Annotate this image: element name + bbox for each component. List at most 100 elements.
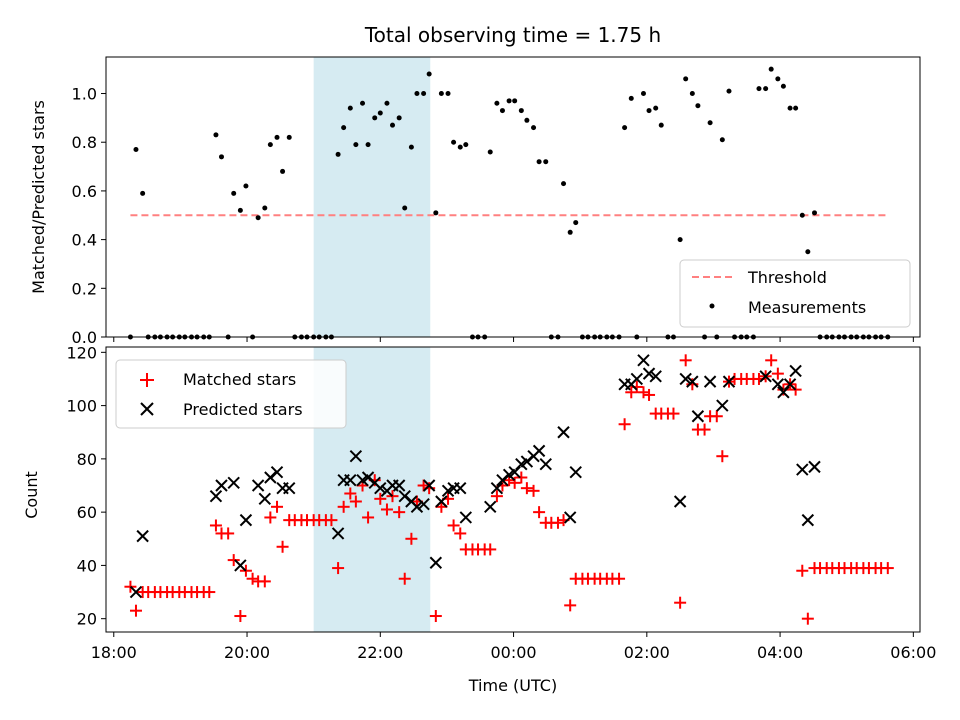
measurement-point bbox=[384, 100, 390, 106]
measurement-point bbox=[683, 76, 689, 82]
measurement-point bbox=[628, 95, 634, 101]
matched-star-point bbox=[447, 519, 460, 532]
matched-star-point bbox=[679, 354, 692, 367]
matched-star-point bbox=[222, 527, 235, 540]
measurement-point bbox=[262, 205, 268, 211]
measurement-point bbox=[218, 154, 224, 160]
matched-star-point bbox=[203, 586, 216, 599]
predicted-star-point bbox=[539, 457, 552, 471]
matched-star-point bbox=[209, 519, 222, 532]
measurement-point bbox=[133, 147, 139, 153]
measurement-point bbox=[756, 86, 762, 92]
measurements-legend-swatch bbox=[709, 303, 715, 309]
measurement-point bbox=[573, 220, 579, 226]
matched-star-point bbox=[484, 543, 497, 556]
measurement-point bbox=[372, 115, 378, 121]
measurement-point bbox=[695, 103, 701, 109]
predicted-star-point bbox=[331, 527, 345, 540]
matched-star-point bbox=[698, 423, 711, 436]
top-legend: Threshold Measurements bbox=[679, 259, 911, 328]
predicted-star-point bbox=[796, 463, 809, 476]
matched-star-point bbox=[490, 490, 503, 503]
x-tick-label: 20:00 bbox=[224, 643, 270, 662]
measurement-point bbox=[805, 249, 811, 255]
predicted-star-point bbox=[808, 460, 821, 474]
matched-star-point bbox=[380, 503, 393, 516]
predicted-star-point bbox=[349, 449, 363, 463]
measurement-point bbox=[347, 105, 353, 111]
top-axes-frame bbox=[105, 56, 921, 338]
matched-star-point bbox=[398, 572, 411, 585]
measurement-point bbox=[140, 190, 146, 196]
matched-star-point bbox=[362, 511, 375, 524]
measurement-point bbox=[213, 132, 219, 138]
y-tick-label: 120 bbox=[66, 343, 97, 362]
predicted-legend-swatch bbox=[140, 402, 154, 416]
x-tick-label: 22:00 bbox=[357, 643, 403, 662]
matched-star-point bbox=[625, 386, 638, 399]
top-title: Total observing time = 1.75 h bbox=[364, 23, 661, 47]
measurement-point bbox=[433, 210, 439, 216]
measurement-point bbox=[438, 91, 444, 97]
measurement-point bbox=[793, 105, 799, 111]
matched-star-point bbox=[454, 527, 467, 540]
predicted-star-point bbox=[722, 375, 736, 388]
predicted-star-point bbox=[258, 492, 272, 506]
matched-legend-label: Matched stars bbox=[183, 370, 296, 389]
measurement-point bbox=[561, 181, 567, 187]
bottom-panel: Count Time (UTC) 20 40 60 80 100 120 18:00 20:… bbox=[22, 343, 936, 695]
measurement-point bbox=[518, 108, 524, 114]
measurements-legend-label: Measurements bbox=[748, 298, 866, 317]
measurement-point bbox=[341, 125, 347, 131]
bottom-ylabel: Count bbox=[22, 471, 41, 519]
y-tick-label: 100 bbox=[66, 397, 97, 416]
top-highlight-window bbox=[313, 57, 431, 337]
matched-star-point bbox=[527, 484, 540, 497]
predicted-star-point bbox=[686, 375, 699, 388]
predicted-star-point bbox=[649, 370, 662, 383]
measurement-point bbox=[335, 151, 341, 157]
matched-star-point bbox=[227, 554, 240, 567]
predicted-star-point bbox=[771, 378, 785, 391]
predicted-star-point bbox=[129, 585, 143, 599]
matched-star-point bbox=[417, 479, 430, 492]
matched-star-point bbox=[716, 450, 729, 463]
matched-star-point bbox=[129, 604, 142, 617]
x-tick-label: 06:00 bbox=[890, 643, 936, 662]
predicted-star-point bbox=[410, 500, 424, 514]
predicted-star-point bbox=[251, 479, 265, 492]
matched-star-point bbox=[374, 492, 387, 505]
matched-legend-swatch bbox=[140, 373, 154, 387]
y-tick-label: 0.6 bbox=[72, 182, 97, 201]
matched-star-point bbox=[710, 410, 723, 423]
matched-star-point bbox=[881, 562, 894, 575]
measurement-point bbox=[396, 115, 402, 121]
measurement-point bbox=[267, 142, 273, 148]
matched-star-point bbox=[271, 500, 284, 513]
measurement-point bbox=[237, 207, 243, 213]
top-x-ticks bbox=[113, 337, 914, 342]
measurement-point bbox=[787, 105, 793, 111]
measurement-point bbox=[512, 98, 518, 104]
matched-star-point bbox=[276, 540, 289, 553]
measurement-point bbox=[365, 142, 371, 148]
matched-star-point bbox=[515, 471, 528, 484]
measurement-point bbox=[763, 86, 769, 92]
y-tick-label: 0.4 bbox=[72, 231, 97, 250]
predicted-star-point bbox=[630, 372, 644, 386]
measurement-point bbox=[243, 183, 249, 189]
measurement-point bbox=[768, 66, 774, 72]
measurement-point bbox=[494, 100, 500, 106]
predicted-star-point bbox=[422, 479, 436, 492]
predicted-star-point bbox=[454, 481, 467, 495]
y-tick-label: 40 bbox=[77, 556, 97, 575]
measurement-point bbox=[719, 137, 725, 143]
predicted-star-point bbox=[459, 511, 473, 524]
measurement-point bbox=[451, 139, 457, 145]
y-tick-label: 60 bbox=[77, 503, 97, 522]
predicted-star-point bbox=[679, 372, 692, 386]
matched-star-point bbox=[796, 564, 809, 577]
top-ylabel: Matched/Predicted stars bbox=[29, 100, 48, 294]
measurement-point bbox=[543, 159, 549, 165]
